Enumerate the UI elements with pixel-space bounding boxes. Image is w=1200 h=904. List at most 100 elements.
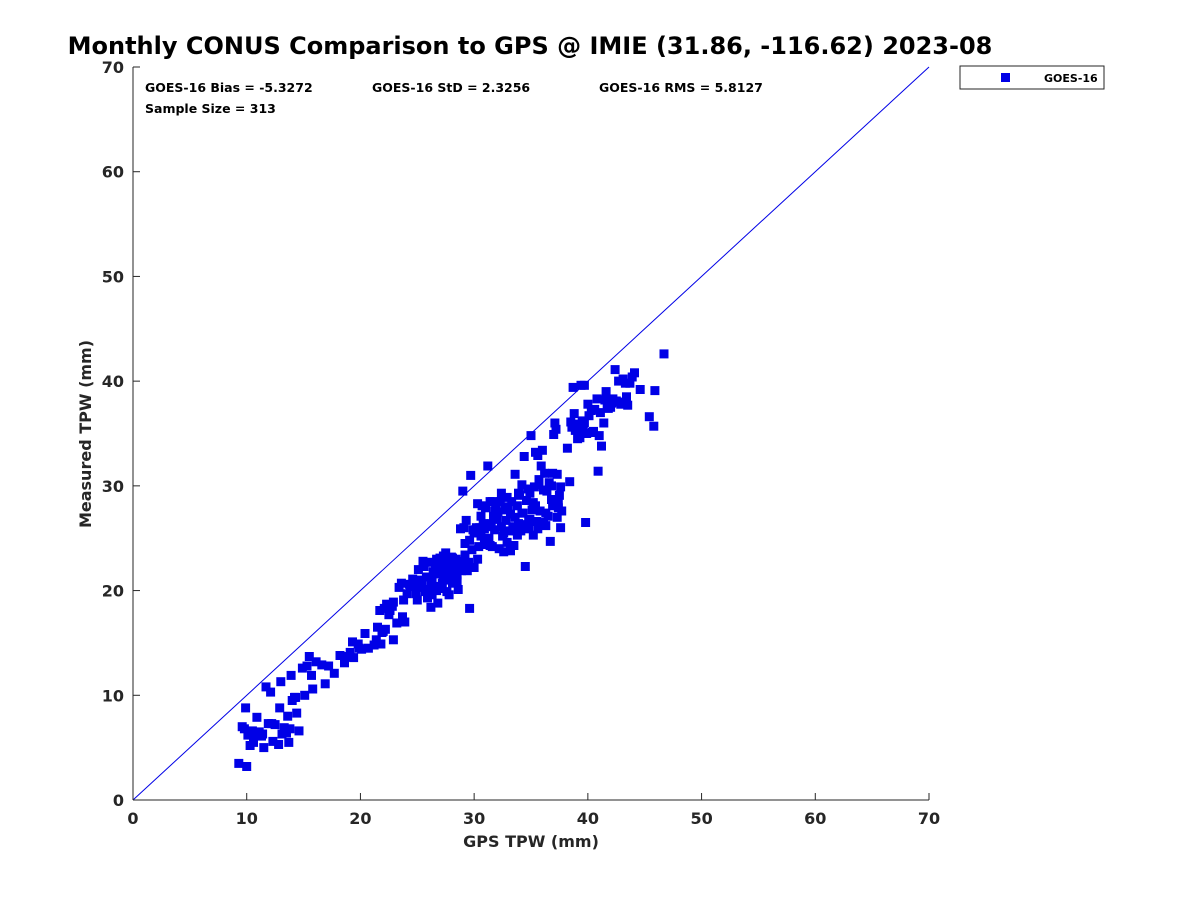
data-point xyxy=(252,712,262,722)
y-tick-label: 60 xyxy=(102,163,124,182)
data-point xyxy=(449,571,459,581)
data-point xyxy=(456,557,465,567)
data-point xyxy=(484,533,494,543)
data-point xyxy=(411,589,421,599)
data-point xyxy=(476,531,486,541)
data-point xyxy=(419,562,429,571)
data-point xyxy=(502,537,512,547)
data-point xyxy=(566,417,576,427)
data-point xyxy=(382,599,392,609)
x-tick-label: 20 xyxy=(349,809,371,828)
data-point xyxy=(575,433,585,443)
data-point xyxy=(398,612,407,622)
data-point xyxy=(473,554,483,564)
x-tick-label: 30 xyxy=(463,809,485,828)
data-point xyxy=(408,574,418,584)
data-point xyxy=(425,557,435,567)
data-point xyxy=(659,349,669,359)
data-point xyxy=(592,394,602,404)
data-point xyxy=(537,445,547,455)
data-point xyxy=(268,736,278,746)
data-point xyxy=(539,518,548,527)
data-point xyxy=(595,408,605,418)
y-tick-label: 0 xyxy=(113,791,124,810)
data-point xyxy=(424,585,434,594)
stat-rms: GOES-16 RMS = 5.8127 xyxy=(599,80,763,95)
data-point xyxy=(568,382,578,392)
data-point xyxy=(360,629,370,638)
data-point xyxy=(324,661,334,671)
data-point xyxy=(459,523,469,533)
data-point xyxy=(547,495,556,504)
data-point xyxy=(512,501,522,511)
data-point xyxy=(469,563,479,572)
data-point xyxy=(534,475,544,485)
data-point xyxy=(615,397,625,407)
data-point xyxy=(292,708,302,718)
data-point xyxy=(517,508,527,518)
data-point xyxy=(452,576,462,586)
data-point xyxy=(460,539,470,548)
data-point xyxy=(388,635,398,645)
data-point xyxy=(426,602,436,612)
data-point xyxy=(581,518,591,527)
data-point xyxy=(525,514,535,524)
data-point xyxy=(548,468,558,478)
x-tick-label: 10 xyxy=(236,809,258,828)
data-point xyxy=(547,481,556,491)
data-point xyxy=(541,508,551,518)
y-axis-ticks: 0 10 20 30 40 50 60 70 xyxy=(102,58,140,810)
data-point xyxy=(311,657,321,667)
data-point xyxy=(650,386,660,396)
data-point xyxy=(441,548,451,558)
data-point xyxy=(535,506,545,516)
data-point xyxy=(460,550,470,560)
data-point xyxy=(357,644,367,654)
data-point xyxy=(584,411,594,421)
stat-std: GOES-16 StD = 2.3256 xyxy=(372,80,530,95)
data-point xyxy=(522,496,531,505)
data-point xyxy=(349,653,359,663)
data-point xyxy=(630,368,639,378)
data-point xyxy=(483,461,493,471)
data-point xyxy=(307,670,316,680)
data-point xyxy=(597,441,606,451)
data-point xyxy=(556,523,566,533)
data-point xyxy=(531,447,540,457)
data-point xyxy=(412,595,422,605)
data-point xyxy=(448,578,457,588)
data-point xyxy=(369,640,379,650)
data-point xyxy=(545,536,555,546)
data-point xyxy=(481,503,490,513)
stat-sample-size: Sample Size = 313 xyxy=(145,101,276,116)
data-point xyxy=(343,652,353,661)
data-point xyxy=(377,628,387,637)
data-point xyxy=(444,590,454,600)
data-point xyxy=(274,740,284,749)
data-point xyxy=(474,542,484,552)
data-point xyxy=(371,635,381,645)
data-point xyxy=(519,452,529,461)
data-point xyxy=(486,519,496,529)
data-point xyxy=(466,470,476,480)
data-point xyxy=(572,419,581,429)
data-point xyxy=(506,546,515,556)
data-point xyxy=(526,431,536,441)
data-point xyxy=(553,498,563,508)
data-point xyxy=(453,585,463,594)
data-point xyxy=(433,598,443,608)
data-point xyxy=(600,395,610,405)
data-point xyxy=(549,430,559,439)
legend-label: GOES-16 xyxy=(1044,72,1098,85)
data-point xyxy=(532,517,542,526)
data-point xyxy=(520,562,530,571)
x-axis-label: GPS TPW (mm) xyxy=(463,832,599,851)
data-point xyxy=(384,610,394,620)
data-point xyxy=(590,404,600,414)
data-point xyxy=(533,524,543,534)
data-point xyxy=(304,652,314,661)
data-point xyxy=(476,511,486,521)
data-point xyxy=(607,398,617,408)
data-point xyxy=(448,553,457,563)
